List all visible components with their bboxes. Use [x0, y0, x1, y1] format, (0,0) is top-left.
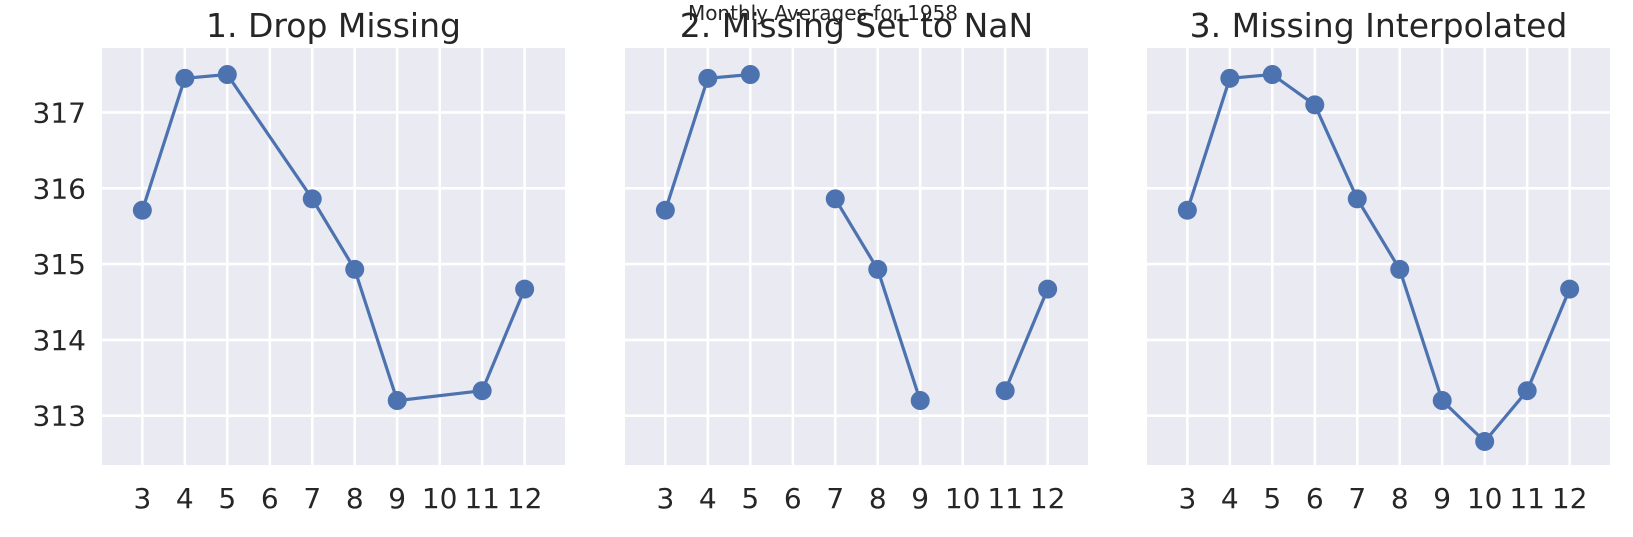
plot-area	[102, 48, 565, 465]
panel-3: 3 4 5 6 7 8 9 10 11 12 3. Missing Interpolated	[1147, 6, 1610, 515]
plot-area	[625, 48, 1088, 465]
x-tick-label: 6	[1306, 482, 1324, 515]
x-tick-label: 9	[911, 482, 929, 515]
y-tick-label: 316	[33, 172, 86, 205]
series-line-segment	[1003, 288, 1050, 392]
x-tick-label: 11	[1509, 482, 1545, 515]
data-point	[655, 200, 675, 220]
x-tick-label: 8	[1391, 482, 1409, 515]
data-point	[740, 65, 760, 85]
data-point	[132, 200, 152, 220]
data-point	[910, 391, 930, 411]
data-point	[1038, 279, 1058, 299]
x-tick-label: 12	[507, 482, 543, 515]
data-point	[1220, 68, 1240, 88]
panel-title: 1. Drop Missing	[206, 6, 461, 45]
plot-area	[1147, 48, 1610, 465]
figure-suptitle: Monthly Averages for 1958	[688, 1, 958, 25]
series-line-segment	[1185, 72, 1572, 444]
x-tick-label: 4	[699, 482, 717, 515]
x-tick-label: 6	[261, 482, 279, 515]
x-tick-label: 3	[1178, 482, 1196, 515]
data-point	[698, 68, 718, 88]
x-tick-label: 7	[1348, 482, 1366, 515]
x-tick-label: 7	[303, 482, 321, 515]
x-tick-label: 10	[422, 482, 458, 515]
data-point	[1560, 279, 1580, 299]
data-point	[1177, 200, 1197, 220]
data-point	[1475, 431, 1495, 451]
data-point	[345, 259, 365, 279]
y-tick-label: 313	[33, 400, 86, 433]
panel-1: 3 4 5 6 7 8 9 10 11 12 313 314 315 316 317 1. Drop Miss…	[33, 6, 565, 515]
panel-title: 3. Missing Interpolated	[1190, 6, 1568, 45]
x-tick-label: 12	[1030, 482, 1066, 515]
data-point	[1432, 391, 1452, 411]
x-tick-label: 4	[1221, 482, 1239, 515]
x-tick-label: 10	[945, 482, 981, 515]
x-tick-label: 10	[1467, 482, 1503, 515]
data-point	[302, 189, 322, 209]
x-tick-label: 7	[826, 482, 844, 515]
panel-title: 2. Missing Set to NaN	[680, 6, 1033, 45]
x-tick-label: 5	[1263, 482, 1281, 515]
data-point	[995, 381, 1015, 401]
data-point	[1262, 65, 1282, 85]
x-tick-label: 9	[388, 482, 406, 515]
data-point	[1305, 95, 1325, 115]
data-point	[868, 259, 888, 279]
data-point	[1390, 259, 1410, 279]
x-tick-label: 11	[464, 482, 500, 515]
x-tick-label: 11	[987, 482, 1023, 515]
data-point	[1347, 189, 1367, 209]
y-tick-label: 317	[33, 96, 86, 129]
data-point	[515, 279, 535, 299]
data-point	[1517, 381, 1537, 401]
x-tick-label: 8	[346, 482, 364, 515]
y-tick-label: 314	[33, 324, 86, 357]
y-tick-label: 315	[33, 248, 86, 281]
data-point	[175, 68, 195, 88]
x-tick-label: 5	[741, 482, 759, 515]
data-point	[472, 381, 492, 401]
data-point	[217, 65, 237, 85]
x-tick-label: 4	[176, 482, 194, 515]
data-point	[825, 189, 845, 209]
x-tick-label: 8	[869, 482, 887, 515]
data-point	[387, 391, 407, 411]
x-tick-label: 12	[1552, 482, 1588, 515]
x-tick-label: 9	[1433, 482, 1451, 515]
panel-2: 3 4 5 6 7 8 9 10 11 12 2. Missing Set to NaN	[625, 6, 1088, 515]
x-tick-label: 3	[656, 482, 674, 515]
x-tick-label: 6	[784, 482, 802, 515]
x-tick-label: 5	[218, 482, 236, 515]
x-tick-label: 3	[133, 482, 151, 515]
